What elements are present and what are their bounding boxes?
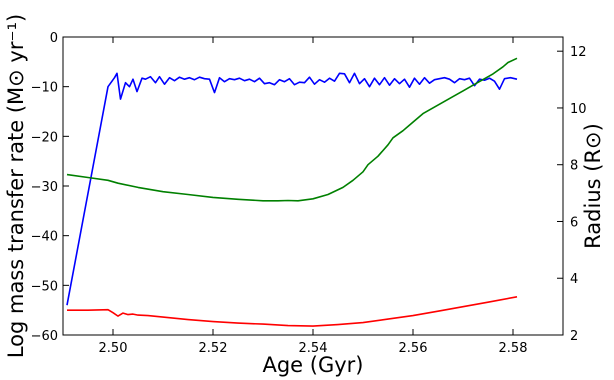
- y-right-tick-label: 12: [570, 45, 587, 60]
- plot-area: [66, 57, 518, 327]
- y-axis-left-title: Log mass transfer rate (M⊙ yr⁻¹): [4, 14, 28, 358]
- y-left-tick-label: −20: [31, 130, 58, 145]
- x-axis: 2.50 2.52 2.54 2.56 2.58: [99, 37, 528, 356]
- y-left-tick-label: −30: [31, 180, 58, 195]
- y-axis-right: 2 4 6 8 10 12: [557, 45, 587, 344]
- series-line-2: [66, 57, 518, 202]
- series-line-3: [67, 296, 518, 327]
- y-right-tick-label: 4: [570, 272, 578, 287]
- y-right-tick-label: 8: [570, 159, 578, 174]
- x-tick-label: 2.52: [199, 341, 228, 356]
- y-left-tick-label: 0: [50, 31, 58, 46]
- x-tick-label: 2.56: [399, 341, 428, 356]
- y-left-tick-label: −40: [31, 230, 58, 245]
- x-tick-label: 2.54: [299, 341, 328, 356]
- y-left-tick-label: −10: [31, 81, 58, 96]
- y-left-tick-label: −50: [31, 279, 58, 294]
- series-line-1: [66, 72, 518, 306]
- x-axis-title: Age (Gyr): [262, 353, 363, 377]
- y-right-tick-label: 6: [570, 215, 578, 230]
- y-right-tick-label: 10: [570, 102, 587, 117]
- y-left-tick-label: −60: [31, 329, 58, 344]
- y-right-tick-label: 2: [570, 329, 578, 344]
- x-tick-label: 2.50: [99, 341, 128, 356]
- y-axis-right-title: Radius (R⊙): [581, 123, 605, 249]
- x-tick-label: 2.58: [499, 341, 528, 356]
- y-axis-left: 0 −10 −20 −30 −40 −50 −60: [31, 31, 69, 344]
